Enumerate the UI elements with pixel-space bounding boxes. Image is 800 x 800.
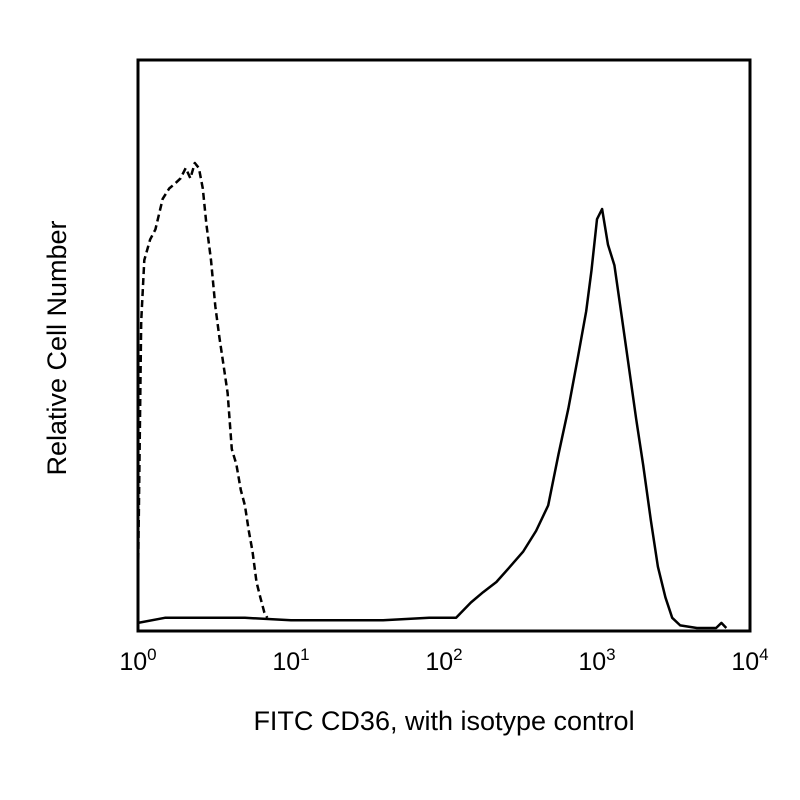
plot-frame (136, 58, 752, 633)
plot-area (136, 58, 752, 633)
x-axis-ticks: 100 101 102 103 104 (119, 645, 768, 676)
x-tick-label: 101 (272, 645, 309, 676)
cd36-histogram-line (137, 207, 728, 630)
x-tick-label: 103 (578, 645, 615, 676)
y-axis-title: Relative Cell Number (42, 220, 72, 475)
x-tick-label: 104 (731, 645, 768, 676)
x-tick-label: 102 (425, 645, 462, 676)
x-tick-label: 100 (119, 645, 156, 676)
x-axis-title: FITC CD36, with isotype control (253, 706, 634, 736)
isotype-control-histogram-line (136, 161, 269, 619)
